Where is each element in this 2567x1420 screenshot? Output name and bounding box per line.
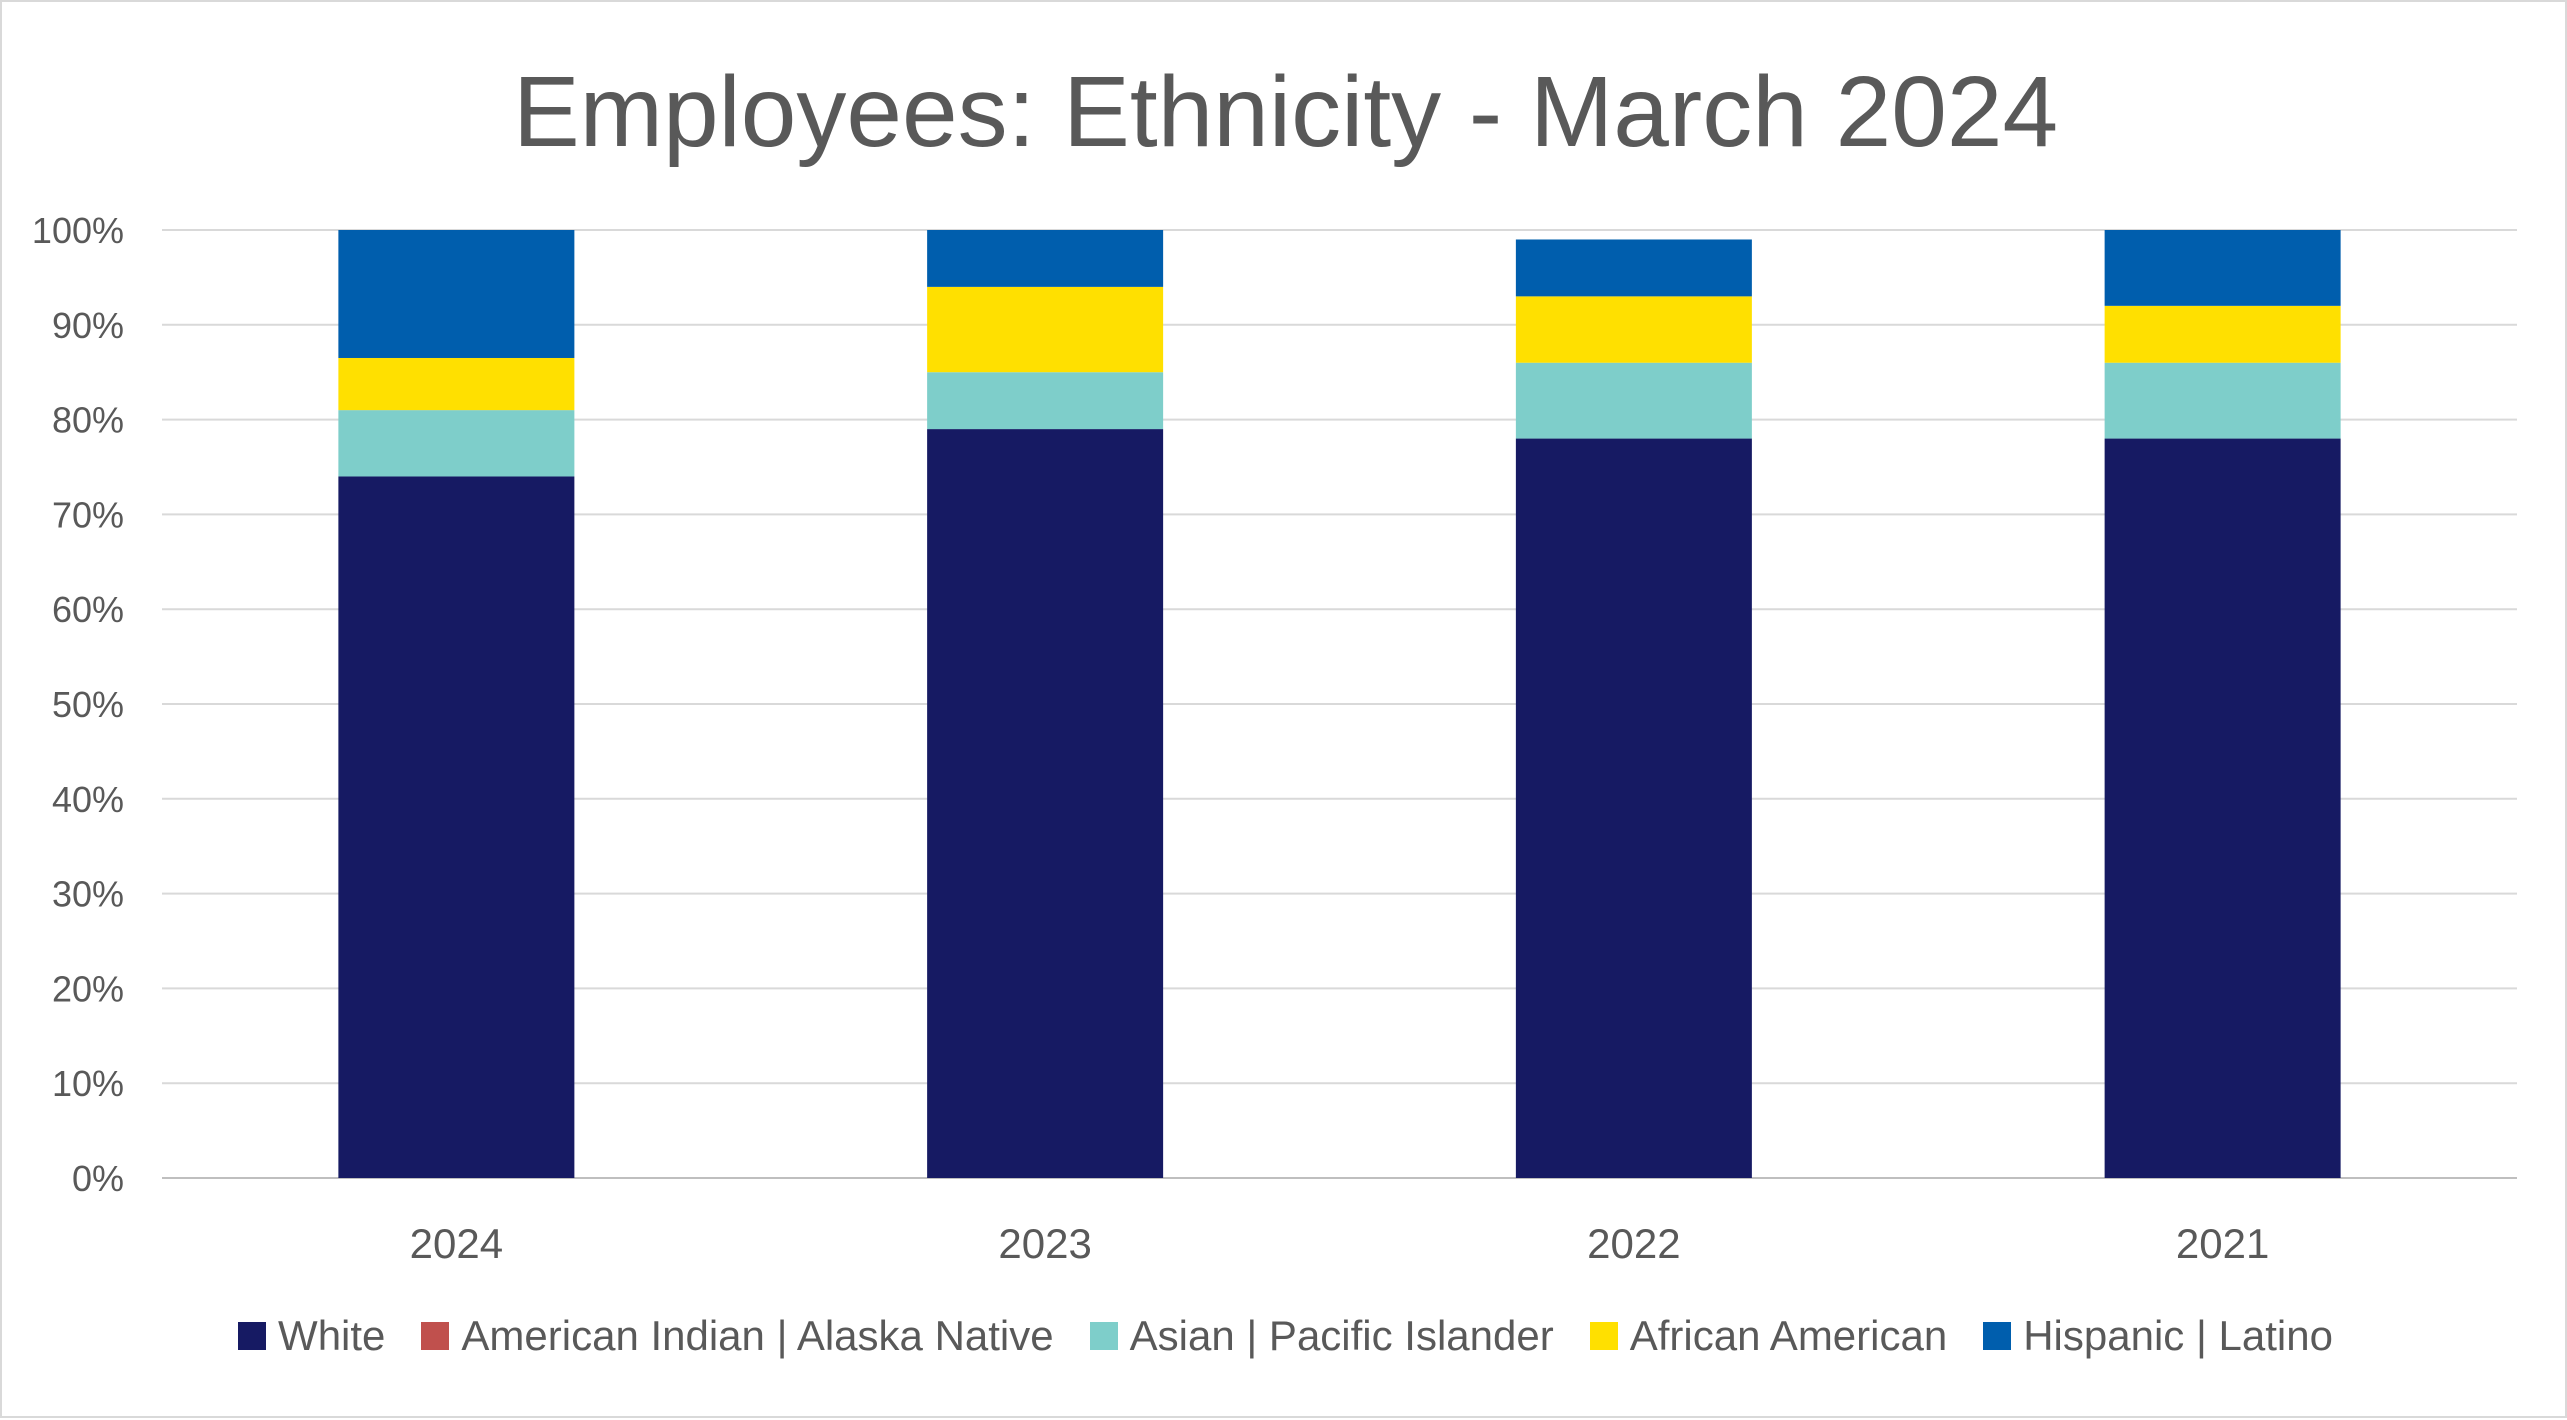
y-tick-label: 90% — [52, 305, 124, 346]
y-tick-label: 80% — [52, 400, 124, 441]
bar-layer — [338, 230, 2341, 1179]
bar-segment — [1515, 239, 1752, 297]
bar-segment — [927, 286, 1164, 373]
y-tick-label: 100% — [32, 210, 124, 251]
legend-swatch — [421, 1322, 450, 1350]
y-tick-label: 70% — [52, 494, 124, 535]
y-tick-label: 40% — [52, 779, 124, 820]
bar-segment — [1515, 296, 1752, 363]
bar-segment — [338, 230, 575, 358]
legend-label: Hispanic | Latino — [2023, 1312, 2333, 1359]
legend-label: White — [278, 1312, 386, 1359]
bar-segment — [927, 230, 1164, 287]
y-tick-label: 50% — [52, 684, 124, 725]
legend-swatch — [238, 1322, 267, 1350]
chart-title: Employees: Ethnicity - March 2024 — [512, 56, 2059, 168]
legend-label: African American — [1629, 1312, 1948, 1359]
x-tick-label: 2022 — [1587, 1220, 1680, 1267]
legend-item: African American — [1589, 1312, 1948, 1360]
legend-label: Asian | Pacific Islander — [1129, 1312, 1554, 1359]
bar-segment — [1515, 362, 1752, 439]
legend: White American Indian | Alaska Native Asia… — [2, 1312, 2567, 1360]
bar-segment — [338, 357, 575, 411]
legend-swatch — [1983, 1322, 2012, 1350]
legend-item: Asian | Pacific Islander — [1089, 1312, 1554, 1360]
legend-item: American Indian | Alaska Native — [421, 1312, 1054, 1360]
legend-swatch — [1089, 1322, 1118, 1350]
legend-label: American Indian | Alaska Native — [461, 1312, 1054, 1359]
bar-segment — [338, 476, 575, 1179]
y-tick-label: 0% — [72, 1158, 124, 1199]
bar-segment — [927, 429, 1164, 1179]
legend-swatch — [1589, 1322, 1618, 1350]
axis-layer: 0% 10% 20% 30% 40% 50% 60% 70% 80% 90% 100% 2024 202… — [32, 210, 2269, 1267]
bar-segment — [2104, 438, 2341, 1178]
bar-segment — [338, 410, 575, 477]
y-tick-label: 30% — [52, 874, 124, 915]
x-tick-label: 2024 — [410, 1220, 503, 1267]
bar-segment — [927, 372, 1164, 430]
x-tick-label: 2021 — [2176, 1220, 2269, 1267]
x-tick-label: 2023 — [998, 1220, 1091, 1267]
bar-segment — [2104, 230, 2341, 306]
y-tick-label: 60% — [52, 589, 124, 630]
legend-item: White — [238, 1312, 385, 1360]
bar-segment — [1515, 438, 1752, 1178]
bar-segment — [2104, 362, 2341, 439]
legend-item: Hispanic | Latino — [1983, 1312, 2333, 1360]
y-tick-label: 20% — [52, 968, 124, 1009]
bar-segment — [2104, 305, 2341, 363]
y-tick-label: 10% — [52, 1063, 124, 1104]
